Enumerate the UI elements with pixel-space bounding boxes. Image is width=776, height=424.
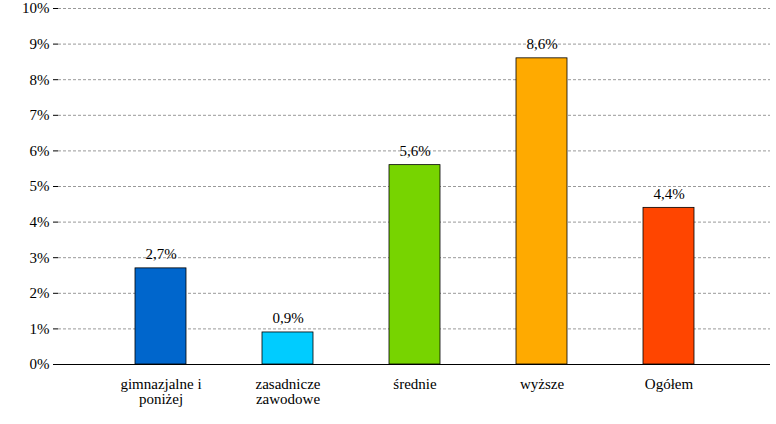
svg-text:4,4%: 4,4% (653, 186, 684, 202)
svg-text:gimnazjalne iponiżej: gimnazjalne iponiżej (120, 376, 201, 407)
svg-text:8,6%: 8,6% (526, 36, 557, 52)
svg-text:1%: 1% (30, 321, 50, 337)
svg-text:10%: 10% (22, 0, 50, 16)
svg-text:9%: 9% (30, 36, 50, 52)
svg-text:2,7%: 2,7% (145, 246, 176, 262)
svg-text:wyższe: wyższe (520, 376, 564, 392)
svg-text:5%: 5% (30, 178, 50, 194)
svg-text:3%: 3% (30, 250, 50, 266)
svg-text:4%: 4% (30, 214, 50, 230)
svg-text:2%: 2% (30, 285, 50, 301)
svg-text:zasadniczezawodowe: zasadniczezawodowe (256, 376, 321, 407)
svg-text:8%: 8% (30, 72, 50, 88)
svg-text:7%: 7% (30, 107, 50, 123)
svg-text:0%: 0% (30, 356, 50, 372)
svg-text:0,9%: 0,9% (272, 310, 303, 326)
svg-text:6%: 6% (30, 143, 50, 159)
svg-text:5,6%: 5,6% (399, 143, 430, 159)
svg-text:Ogółem: Ogółem (645, 376, 694, 392)
svg-text:średnie: średnie (393, 376, 437, 392)
